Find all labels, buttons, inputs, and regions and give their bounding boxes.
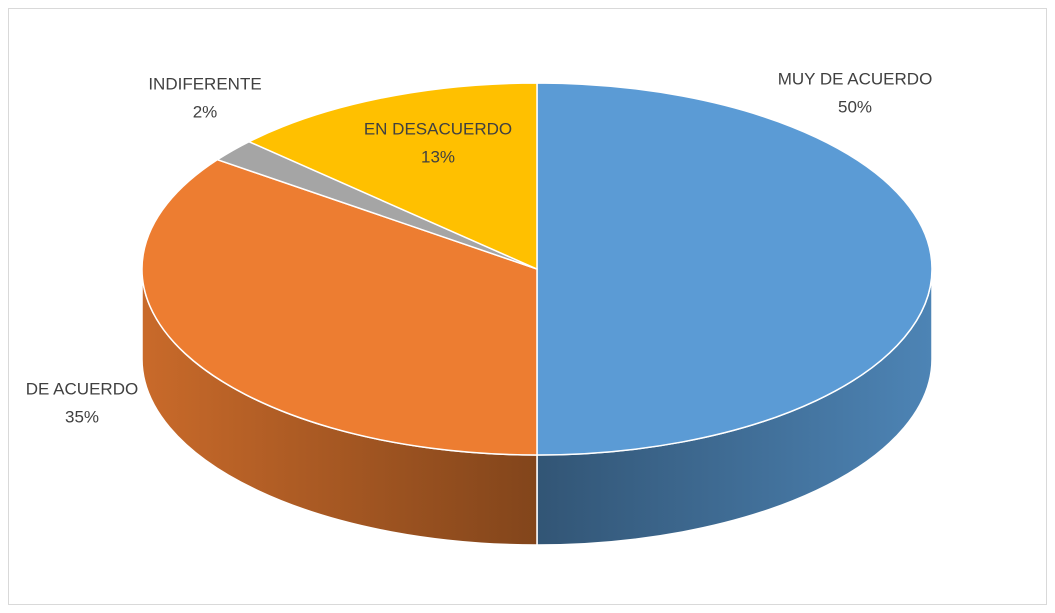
data-label-value: 35% xyxy=(65,407,99,426)
data-label-name: EN DESACUERDO xyxy=(364,119,512,138)
data-label-value: 2% xyxy=(193,102,218,121)
data-label-value: 50% xyxy=(838,97,872,116)
slice xyxy=(247,82,538,271)
slice xyxy=(141,158,538,456)
slice xyxy=(536,82,933,456)
data-label-name: MUY DE ACUERDO xyxy=(778,69,933,88)
data-label-name: DE ACUERDO xyxy=(26,379,138,398)
data-label-value: 13% xyxy=(421,147,455,166)
data-label-name: INDIFERENTE xyxy=(148,74,261,93)
